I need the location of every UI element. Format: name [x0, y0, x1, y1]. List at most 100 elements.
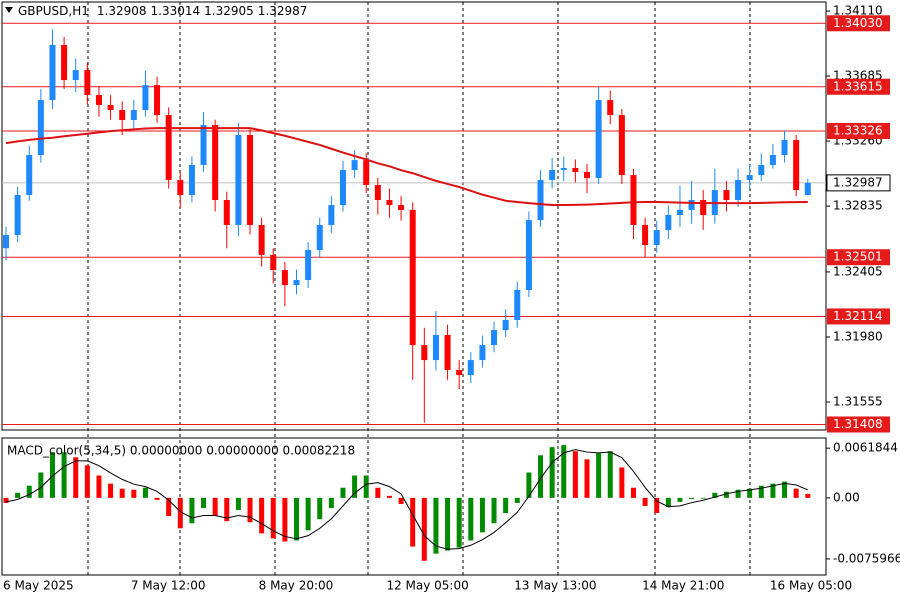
candle-body: [572, 168, 579, 173]
candle-body: [665, 215, 672, 231]
macd-bar: [689, 497, 695, 499]
level-price-label: 1.33326: [833, 123, 883, 137]
candle-body: [444, 334, 451, 371]
level-price-label: 1.31408: [833, 417, 883, 431]
macd-bar: [549, 447, 555, 498]
candle-body: [72, 70, 79, 81]
macd-bar: [503, 497, 509, 514]
macd-bar: [793, 488, 799, 498]
candle-body: [119, 110, 126, 120]
macd-bar: [491, 497, 497, 524]
macd-panel-frame: [1, 437, 827, 576]
level-price-box: [827, 416, 890, 433]
macd-bar: [538, 455, 544, 498]
open-value: 1.32908: [97, 4, 147, 18]
macd-bar: [456, 497, 462, 548]
macd-bar: [410, 497, 416, 547]
macd-bar: [270, 497, 276, 539]
candle-body: [479, 345, 486, 361]
candle-body: [223, 200, 230, 225]
current-price-label: 1.32987: [833, 175, 883, 189]
candle-body: [804, 182, 811, 195]
candle-body: [769, 155, 776, 165]
macd-bar: [572, 451, 578, 498]
macd-bar: [665, 497, 671, 508]
macd-bar: [294, 497, 299, 541]
candle-body: [584, 172, 590, 178]
y-tick-label: 0.00: [833, 490, 860, 504]
macd-bar: [189, 497, 195, 524]
macd-bar: [386, 495, 392, 498]
candle-body: [456, 370, 463, 376]
candle-body: [700, 200, 707, 216]
menu-triangle[interactable]: [5, 7, 13, 13]
level-price-box: [827, 308, 890, 325]
y-tick-label: 1.32405: [833, 264, 883, 278]
candle-body: [188, 164, 195, 195]
macd-bar: [340, 487, 346, 498]
candle-body: [421, 345, 428, 361]
axis-layer: 1.341101.336851.332601.328351.324051.319…: [3, 4, 900, 593]
macd-bar: [26, 485, 32, 498]
x-tick-label: 14 May 21:00: [642, 579, 724, 593]
candle-body: [165, 115, 172, 180]
macd-bar: [642, 497, 648, 506]
candle-body: [653, 230, 660, 245]
macd-bar: [782, 481, 788, 498]
macd-bar: [479, 497, 485, 533]
macd-bar: [596, 453, 602, 498]
candle-body: [467, 360, 474, 376]
y-tick-label: 0.0061844: [833, 441, 898, 455]
candle-body: [409, 209, 416, 346]
candle-body: [735, 179, 742, 201]
macd-bar: [201, 497, 207, 508]
candle-body: [305, 250, 312, 281]
x-tick-label: 12 May 05:00: [386, 579, 468, 593]
candle-body: [607, 100, 614, 116]
candle-body: [688, 200, 695, 210]
macd-bar: [758, 485, 764, 498]
candle-body: [502, 319, 509, 331]
macd-bar: [84, 465, 90, 498]
macd-bar: [723, 491, 729, 498]
macd-bar: [805, 493, 811, 498]
candle-body: [537, 179, 544, 221]
macd-bar: [317, 497, 323, 520]
price-panel-frame: [1, 1, 827, 431]
candle-body: [258, 224, 265, 255]
candle-body: [781, 140, 788, 156]
candle-body: [212, 125, 219, 201]
macd-bar: [398, 497, 404, 504]
macd-bar: [677, 497, 683, 502]
macd-bar: [282, 497, 288, 542]
high-value: 1.33014: [151, 4, 201, 18]
macd-bar: [352, 475, 358, 498]
macd-bar: [247, 497, 253, 523]
level-price-label: 1.33615: [833, 79, 883, 93]
candle-body: [630, 175, 637, 225]
macd-bar: [96, 475, 102, 498]
candle-body: [328, 205, 335, 225]
candle-body: [84, 70, 91, 96]
macd-bar: [561, 445, 567, 498]
candle-body: [363, 160, 370, 186]
candle-body: [235, 134, 242, 225]
candle-body: [676, 209, 683, 216]
candle-body: [61, 44, 68, 81]
y-tick-label: -0.0075966: [833, 551, 900, 565]
macd-bar: [468, 497, 474, 541]
candle-body: [525, 220, 532, 290]
macd-bar: [61, 452, 67, 498]
macd-bar: [375, 487, 381, 498]
candle-body: [107, 104, 114, 111]
macd-bar: [259, 497, 265, 534]
chart-header: GBPUSD,H1 1.32908 1.33014 1.32905 1.32987: [18, 4, 307, 18]
close-value: 1.32987: [258, 4, 308, 18]
macd-bar: [654, 497, 660, 514]
candle-body: [316, 224, 323, 251]
candle-body: [514, 289, 521, 320]
candle-body: [793, 140, 800, 191]
macd-bar: [421, 497, 427, 561]
